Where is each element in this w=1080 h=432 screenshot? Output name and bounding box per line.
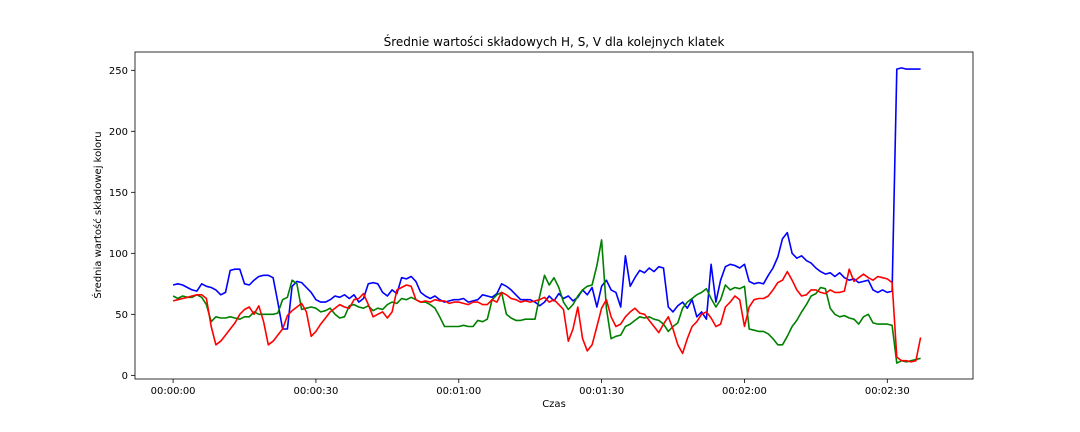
y-axis-label: Średnia wartość składowej koloru [91, 131, 104, 298]
y-axis: 0 50 100 150 200 250 [109, 66, 135, 382]
plot-frame [134, 51, 974, 380]
y-tick-label: 150 [109, 188, 128, 199]
x-tick-label: 00:01:30 [579, 386, 624, 397]
y-tick-label: 100 [109, 249, 128, 260]
y-tick-label: 250 [109, 66, 128, 77]
series-line-3 [172, 268, 922, 363]
y-tick-label: 50 [115, 310, 128, 321]
plot-area [135, 52, 973, 379]
x-axis-label: Czas [542, 399, 566, 410]
x-tick-label: 00:00:30 [293, 386, 338, 397]
chart-title: Średnie wartości składowych H, S, V dla … [384, 34, 725, 49]
x-tick-label: 00:02:30 [865, 386, 910, 397]
x-axis: 00:00:00 00:00:30 00:01:00 00:01:30 00:02:00… [151, 379, 910, 397]
x-tick-label: 00:00:00 [151, 386, 196, 397]
x-tick-label: 00:02:00 [722, 386, 767, 397]
x-tick-label: 00:01:00 [436, 386, 481, 397]
y-tick-label: 0 [122, 371, 128, 382]
series-line-2 [172, 239, 921, 364]
series-layer [172, 67, 922, 364]
y-tick-label: 200 [109, 127, 128, 138]
